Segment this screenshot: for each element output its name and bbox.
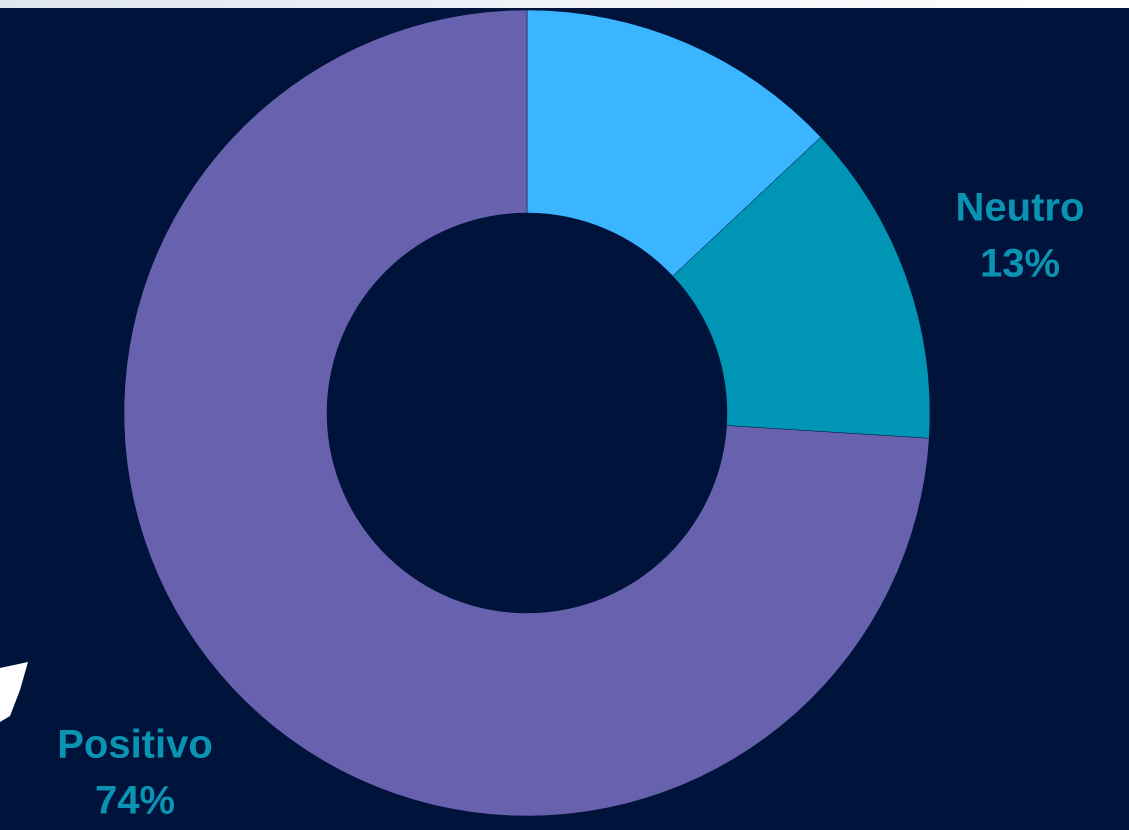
- segment-label: Positivo: [57, 723, 213, 767]
- donut-segment: [123, 9, 930, 817]
- value-label: 74%: [95, 779, 175, 823]
- plot-area: Neutro 13% Positivo 74%: [57, 9, 1085, 823]
- decorative-icon: [0, 662, 28, 722]
- donut-segment: [526, 9, 822, 277]
- value-label: 13%: [980, 242, 1060, 286]
- segment-label: Neutro: [956, 186, 1085, 230]
- top-bar: [0, 0, 1129, 8]
- donut-segment: [672, 136, 931, 439]
